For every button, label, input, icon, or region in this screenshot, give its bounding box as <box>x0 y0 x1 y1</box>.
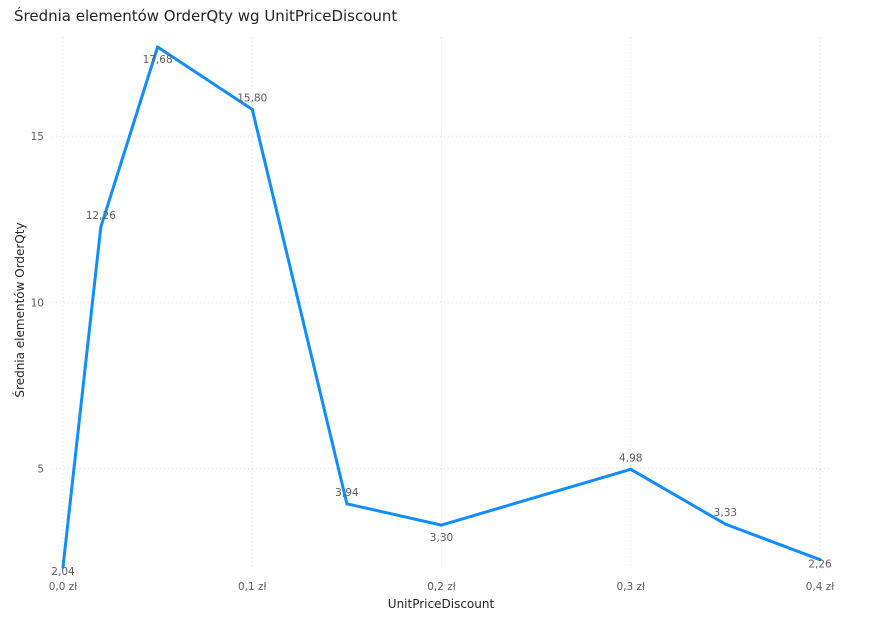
data-label: 2,04 <box>51 566 75 578</box>
data-point <box>250 108 254 112</box>
gridlines <box>52 37 830 567</box>
x-tick-label: 0,3 zł <box>616 581 645 593</box>
y-tick-label: 5 <box>37 464 44 476</box>
data-label: 3,94 <box>335 487 359 499</box>
data-point <box>99 225 103 229</box>
x-axis-title: UnitPriceDiscount <box>388 597 495 611</box>
data-label: 17,68 <box>143 54 173 66</box>
data-point <box>818 558 822 562</box>
chart-title: Średnia elementów OrderQty wg UnitPriceD… <box>14 7 398 25</box>
data-point <box>345 502 349 506</box>
x-tick-label: 0,0 zł <box>49 581 78 593</box>
data-point <box>440 523 443 527</box>
x-tick-label: 0,1 zł <box>238 581 267 593</box>
y-axis-ticks: 5 10 15 <box>31 131 44 475</box>
data-label: 4,98 <box>619 452 642 464</box>
data-point <box>61 565 65 569</box>
data-point <box>629 467 633 471</box>
data-point <box>723 522 727 526</box>
y-tick-label: 15 <box>31 131 44 143</box>
data-label: 15,80 <box>237 93 267 105</box>
data-label: 12,26 <box>86 210 116 222</box>
series-group <box>61 45 822 569</box>
data-point <box>156 45 160 49</box>
x-axis-ticks: 0,0 zł 0,1 zł 0,2 zł 0,3 zł 0,4 zł <box>49 581 835 593</box>
y-tick-label: 10 <box>31 297 44 309</box>
data-label: 3,30 <box>430 532 453 544</box>
x-tick-label: 0,4 zł <box>806 581 835 593</box>
data-label: 3,33 <box>714 507 737 519</box>
data-label: 2,26 <box>808 559 832 571</box>
y-axis-title: Średnia elementów OrderQty <box>12 222 27 397</box>
data-labels: 2,04 12,26 17,68 15,80 3,94 3,30 4,98 3,33 2,26 <box>51 54 832 578</box>
x-tick-label: 0,2 zł <box>427 581 456 593</box>
